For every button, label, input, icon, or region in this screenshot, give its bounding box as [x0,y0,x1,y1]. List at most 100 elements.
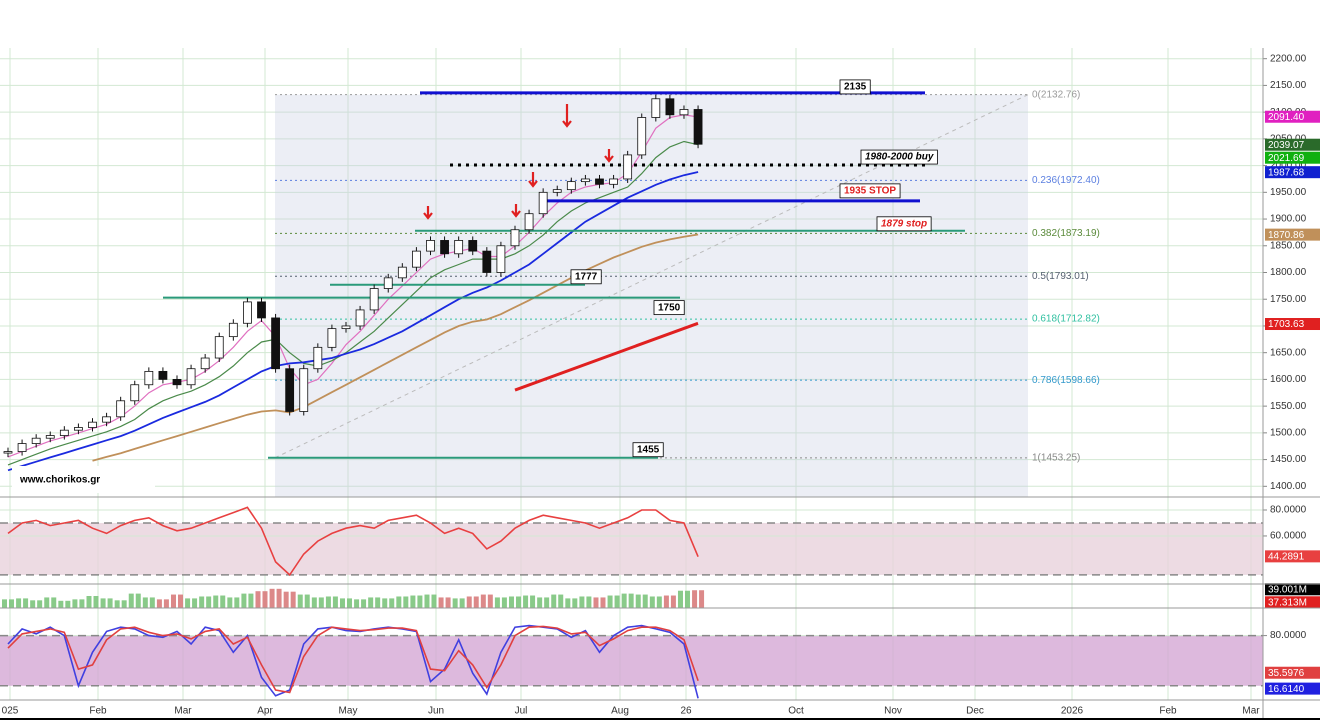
volume-bar [621,593,627,608]
candle-body [59,429,69,436]
volume-bar [227,597,233,608]
volume-bar [438,597,444,608]
y-tick-label: 1600.00 [1270,374,1307,385]
volume-bar [51,597,57,608]
band-fill [0,522,1263,575]
series-line [7,140,699,466]
volume-bar [424,594,430,608]
price-tag-label: 44.2891 [1268,551,1305,562]
candle-body [552,189,562,193]
level-label-box [632,442,664,458]
x-tick-label: Aug [611,706,629,717]
candle-body [693,109,703,145]
volume-bar [58,600,64,608]
volume-bar [692,590,698,608]
y-tick-label: 1650.00 [1270,347,1307,358]
price-tag [1265,596,1320,609]
candle-body [271,317,280,370]
candle-body [17,443,27,452]
volume-bar [311,597,317,608]
candle-body [595,178,604,185]
volume-bar [100,598,106,608]
volume-bar [220,595,226,608]
price-tag [1265,550,1320,563]
volume-bar [368,597,374,608]
price-tag [1265,110,1320,123]
red-arrow [528,172,538,188]
candle-body [651,98,661,118]
volume-bar [262,591,268,608]
volume-bar [628,593,634,608]
y-tick-label: 1900.00 [1270,214,1307,225]
y-tick-label: 60.0000 [1270,531,1307,542]
price-tag [1265,166,1320,179]
volume-bar [325,596,331,608]
candle-body [679,109,689,116]
volume-bar [16,598,22,608]
fib-label: 1(1453.25) [1032,452,1080,463]
volume-bar [290,591,296,608]
volume-bar [128,593,134,608]
volume-bar [2,599,7,608]
volume-bar [586,596,592,608]
volume-bar [177,594,183,608]
volume-bar [142,597,148,608]
volume-bar [241,593,247,608]
series-line [7,506,699,577]
volume-bar [663,595,669,608]
volume-bar [403,596,409,608]
volume-bar [339,598,345,608]
level-label-box [653,300,685,316]
level-label-box [839,183,901,199]
candle-body [355,309,365,327]
volume-bar [44,597,50,608]
watermark: www.chorikos.gr [19,475,100,486]
price-tag-label: 35.5976 [1268,668,1305,679]
fib-label: 0.5(1793.01) [1032,271,1089,282]
level-label-box [570,269,602,285]
price-tag-label: 16.6140 [1268,684,1305,695]
volume-bar [417,595,423,608]
candle-body [74,427,83,431]
fib-label: 0(2132.76) [1032,89,1080,100]
level-label-box [876,216,932,232]
x-tick-label: Apr [257,706,273,717]
y-tick-label: 2200.00 [1270,53,1307,64]
x-tick-label: Nov [884,706,902,717]
candle-body [130,384,140,402]
candle-body [383,277,393,289]
volume-bar [487,594,493,608]
volume-bar [206,596,212,608]
level-label: 1879 stop [881,218,927,229]
volume-bar [121,600,127,608]
volume-bar [649,596,655,608]
volume-bar [558,594,564,608]
volume-bar [551,594,557,608]
volume-bar [255,591,261,608]
y-tick-label: 2150.00 [1270,80,1307,91]
y-tick-label: 1500.00 [1270,427,1307,438]
price-tag-label: 39.001M [1268,584,1307,595]
volume-bar [283,591,289,608]
level-label-box [839,79,871,95]
volume-bar [494,597,500,608]
candle-body [144,370,154,386]
series-line [7,624,699,699]
volume-bar [544,597,550,608]
level-label: 1455 [637,444,660,455]
volume-bar [579,596,585,608]
candle-body [623,154,633,180]
y-tick-label: 2000.00 [1270,160,1307,171]
candle-body [116,400,126,418]
candle-body [341,325,351,330]
volume-bar [86,596,92,608]
volume-bar [565,598,571,608]
volume-bar [170,594,176,608]
candle-body [257,301,266,319]
volume-bar [389,598,395,608]
level-label: 1935 STOP [844,186,896,197]
candle-body [496,245,506,273]
volume-bar [149,597,155,608]
volume-bar [304,594,310,608]
volume-bar [79,599,85,608]
